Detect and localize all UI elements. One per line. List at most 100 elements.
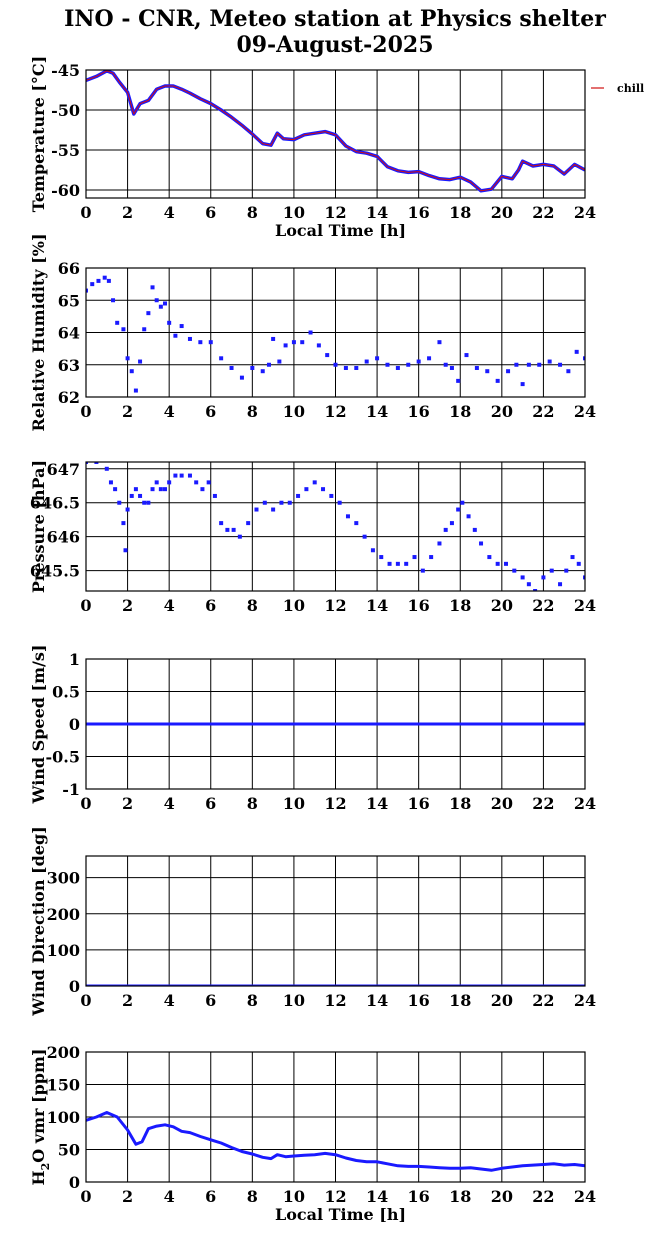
data-point (277, 359, 282, 364)
x-tick-label: 14 (366, 991, 388, 1010)
data-point (420, 568, 425, 573)
data-point (343, 365, 348, 370)
y-axis-label: H2O vmr [ppm] (29, 1049, 52, 1186)
data-point (449, 521, 454, 526)
y-tick-label: 646 (47, 528, 80, 547)
x-tick-label: 10 (283, 1187, 305, 1206)
plot-frame (85, 69, 586, 199)
x-tick-label: 12 (324, 203, 346, 222)
y-tick-label: 100 (47, 941, 80, 960)
y-tick-label: 300 (47, 869, 80, 888)
data-point (495, 561, 500, 566)
data-point (94, 462, 99, 464)
x-tick-label: 10 (283, 203, 305, 222)
data-point (133, 487, 138, 492)
data-point (219, 356, 224, 361)
x-tick-label: 14 (366, 402, 388, 421)
y-tick-label: -45 (51, 61, 80, 80)
x-tick-label: 20 (491, 1187, 513, 1206)
data-point (514, 362, 519, 367)
data-point (142, 327, 147, 332)
data-point (387, 561, 392, 566)
data-point (142, 500, 147, 505)
data-point (133, 388, 138, 393)
series-group (86, 275, 585, 393)
data-point (541, 575, 546, 580)
data-point (154, 480, 159, 485)
y-tick-label: 200 (47, 1043, 80, 1062)
x-tick-label: 10 (283, 991, 305, 1010)
data-point (198, 340, 203, 345)
x-tick-label: 18 (449, 402, 471, 421)
x-tick-label: 2 (122, 1187, 133, 1206)
y-tick-label: 64 (58, 324, 80, 343)
x-tick-label: 0 (80, 596, 91, 615)
data-point (123, 548, 128, 553)
x-tick-label: 10 (283, 596, 305, 615)
x-tick-label: 14 (366, 794, 388, 813)
chart-date: 09-August-2025 (236, 32, 434, 58)
data-point (111, 298, 116, 303)
x-tick-label: 22 (532, 203, 554, 222)
data-point (576, 561, 581, 566)
data-point (291, 340, 296, 345)
data-point (385, 362, 390, 367)
x-tick-label: 6 (205, 1187, 216, 1206)
y-tick-label: -55 (51, 141, 80, 160)
data-point (547, 359, 552, 364)
x-tick-label: 2 (122, 203, 133, 222)
data-point (395, 365, 400, 370)
x-tick-label: 2 (122, 991, 133, 1010)
data-point (279, 500, 284, 505)
x-tick-label: 14 (366, 596, 388, 615)
data-point (512, 568, 517, 573)
data-point (312, 480, 317, 485)
x-tick-label: 6 (205, 991, 216, 1010)
data-point (495, 378, 500, 383)
data-point (129, 369, 134, 374)
x-tick-label: 4 (164, 794, 175, 813)
data-point (337, 500, 342, 505)
y-tick-label: 66 (58, 259, 80, 278)
x-tick-label: 24 (574, 991, 596, 1010)
plot-frame (85, 1051, 586, 1183)
x-tick-label: 14 (366, 1187, 388, 1206)
data-point (179, 473, 184, 478)
data-point (460, 500, 465, 505)
y-tick-label: 0 (69, 1173, 80, 1192)
x-tick-label: 12 (324, 991, 346, 1010)
data-point (106, 278, 111, 283)
x-tick-label: 4 (164, 991, 175, 1010)
data-point (102, 275, 107, 280)
x-tick-label: 12 (324, 1187, 346, 1206)
data-point (526, 582, 531, 587)
data-point (163, 487, 168, 492)
x-tick-label: 22 (532, 794, 554, 813)
x-tick-label: 0 (80, 794, 91, 813)
data-point (115, 320, 120, 325)
series-line (86, 1111, 585, 1172)
data-point (229, 365, 234, 370)
data-point (395, 561, 400, 566)
data-point (506, 369, 511, 374)
data-point (456, 507, 461, 512)
data-point (138, 359, 143, 364)
x-tick-label: 4 (164, 402, 175, 421)
x-tick-label: 24 (574, 402, 596, 421)
data-point (566, 369, 571, 374)
y-tick-label: 200 (47, 905, 80, 924)
x-axis-label: Local Time [h] (275, 221, 406, 240)
data-point (412, 555, 417, 560)
data-point (464, 353, 469, 358)
x-tick-label: 16 (408, 203, 430, 222)
series-line (86, 70, 585, 192)
data-point (427, 356, 432, 361)
x-tick-label: 16 (408, 402, 430, 421)
y-tick-label: -0.5 (46, 748, 80, 767)
data-point (564, 568, 569, 573)
data-point (138, 493, 143, 498)
y-tick-label: 1 (69, 650, 80, 669)
data-point (379, 555, 384, 560)
